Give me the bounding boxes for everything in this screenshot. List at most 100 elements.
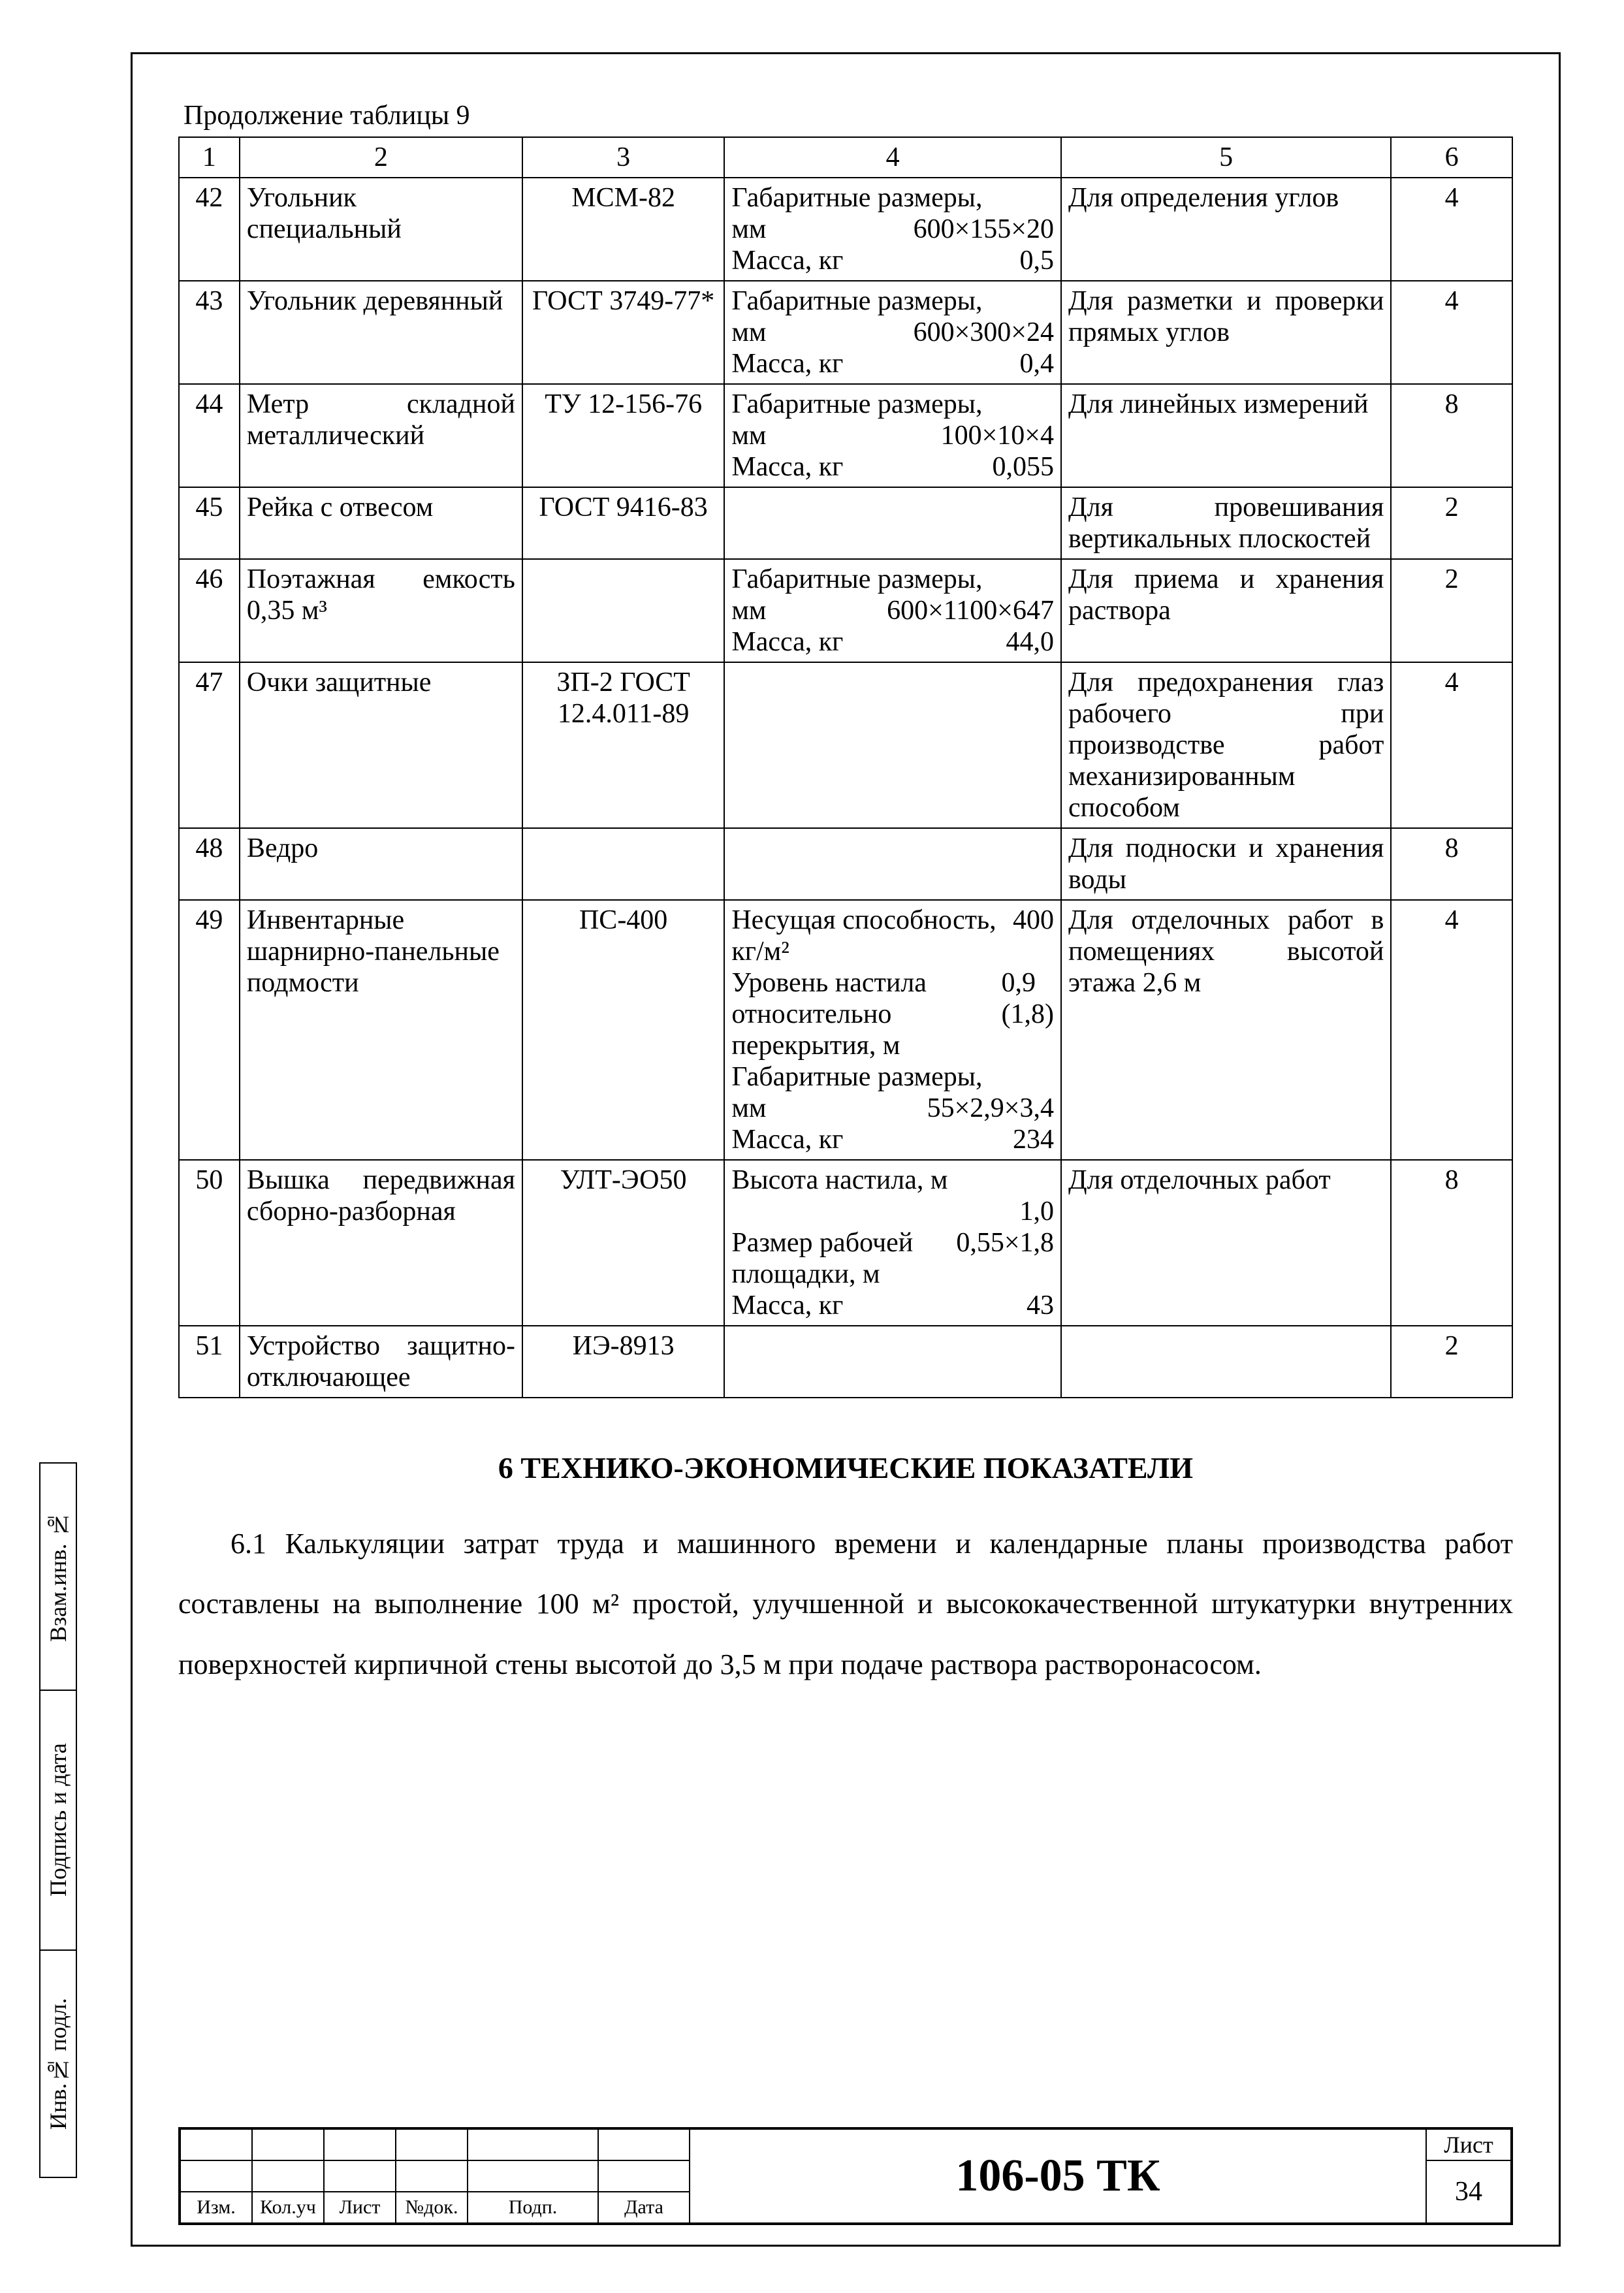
stamp-col-label: Кол.уч <box>252 2192 324 2223</box>
tool-name: Очки защитные <box>240 662 522 828</box>
tool-purpose: Для провешивания вертикальных плоскостей <box>1061 487 1391 559</box>
tool-code: ТУ 12-156-76 <box>522 384 724 487</box>
outer-frame: Продолжение таблицы 9 1 2 3 4 5 6 42Угол… <box>131 52 1561 2247</box>
stamp-cell <box>598 2160 690 2192</box>
side-labels: Взам.инв. № Подпись и дата Инв.№ подл. <box>39 1464 124 2247</box>
stamp-cell <box>396 2160 468 2192</box>
tool-spec: Высота настила, м1,0Размер рабочей площа… <box>724 1160 1061 1326</box>
table-row: 49Инвентарные шарнирно-панельные подмост… <box>179 900 1512 1160</box>
tool-purpose: Для отделочных работ в помещениях высото… <box>1061 900 1391 1160</box>
tool-code: МСМ-82 <box>522 178 724 281</box>
tool-name: Ведро <box>240 828 522 900</box>
tool-code: ГОСТ 3749-77* <box>522 281 724 384</box>
stamp-cell <box>252 2129 324 2160</box>
tool-purpose: Для приема и хранения раствора <box>1061 559 1391 662</box>
col-header: 6 <box>1391 137 1512 178</box>
tool-spec: Габаритные размеры,мм600×155×20Масса, кг… <box>724 178 1061 281</box>
page: Взам.инв. № Подпись и дата Инв.№ подл. П… <box>0 0 1624 2293</box>
tool-name: Угольник деревянный <box>240 281 522 384</box>
tool-qty: 2 <box>1391 559 1512 662</box>
col-header: 2 <box>240 137 522 178</box>
col-header: 3 <box>522 137 724 178</box>
col-header: 1 <box>179 137 240 178</box>
side-cell-podpis: Подпись и дата <box>39 1690 77 1951</box>
stamp-col-label: Дата <box>598 2192 690 2223</box>
stamp-col-label: Изм. <box>180 2192 252 2223</box>
stamp-cell <box>252 2160 324 2192</box>
table-row: 43Угольник деревянныйГОСТ 3749-77*Габари… <box>179 281 1512 384</box>
body-text: 6.1 Калькуляции затрат труда и машинного… <box>178 1514 1513 1695</box>
tool-spec <box>724 662 1061 828</box>
row-number: 43 <box>179 281 240 384</box>
tool-qty: 4 <box>1391 178 1512 281</box>
row-number: 44 <box>179 384 240 487</box>
side-cell-inv: Инв.№ подл. <box>39 1949 77 2178</box>
col-header: 4 <box>724 137 1061 178</box>
tool-name: Вышка передвижная сборно-разборная <box>240 1160 522 1326</box>
tool-qty: 4 <box>1391 662 1512 828</box>
row-number: 42 <box>179 178 240 281</box>
tool-spec: Несущая способность, кг/м²400Уровень нас… <box>724 900 1061 1160</box>
title-block: 106-05 ТК Лист 34 Изм. Кол.уч Лист №до <box>178 2127 1513 2225</box>
tool-purpose <box>1061 1326 1391 1398</box>
sheet-no: 34 <box>1426 2160 1511 2223</box>
row-number: 51 <box>179 1326 240 1398</box>
tool-code: ИЭ-8913 <box>522 1326 724 1398</box>
tool-code <box>522 828 724 900</box>
row-number: 50 <box>179 1160 240 1326</box>
stamp-cell <box>324 2129 396 2160</box>
tool-purpose: Для разметки и проверки прямых углов <box>1061 281 1391 384</box>
tool-name: Метр складной металлический <box>240 384 522 487</box>
row-number: 49 <box>179 900 240 1160</box>
row-number: 45 <box>179 487 240 559</box>
table-row: 50Вышка передвижная сборно-разборнаяУЛТ-… <box>179 1160 1512 1326</box>
stamp-cell <box>396 2129 468 2160</box>
stamp-cell <box>180 2160 252 2192</box>
tool-qty: 4 <box>1391 281 1512 384</box>
tool-qty: 4 <box>1391 900 1512 1160</box>
tool-name: Рейка с отвесом <box>240 487 522 559</box>
tool-name: Поэтажная емкость 0,35 м³ <box>240 559 522 662</box>
sheet-label: Лист <box>1426 2129 1511 2160</box>
tool-qty: 8 <box>1391 384 1512 487</box>
stamp-col-label: Лист <box>324 2192 396 2223</box>
tool-code: ЗП-2 ГОСТ 12.4.011-89 <box>522 662 724 828</box>
col-header: 5 <box>1061 137 1391 178</box>
tool-name: Инвентарные шарнирно-панельные подмости <box>240 900 522 1160</box>
stamp-cell <box>468 2160 598 2192</box>
row-number: 48 <box>179 828 240 900</box>
table-body: 42Угольник специальныйМСМ-82Габаритные р… <box>179 178 1512 1398</box>
table-row: 46Поэтажная емкость 0,35 м³ Габаритные ра… <box>179 559 1512 662</box>
table-row: 47Очки защитныеЗП-2 ГОСТ 12.4.011-89Для … <box>179 662 1512 828</box>
tool-code <box>522 559 724 662</box>
tool-table: 1 2 3 4 5 6 42Угольник специальныйМСМ-82… <box>178 136 1513 1398</box>
tool-purpose: Для отделочных работ <box>1061 1160 1391 1326</box>
side-cell-vzam: Взам.инв. № <box>39 1462 77 1691</box>
tool-purpose: Для подноски и хранения воды <box>1061 828 1391 900</box>
table-row: 42Угольник специальныйМСМ-82Габаритные р… <box>179 178 1512 281</box>
tool-spec <box>724 828 1061 900</box>
tool-spec: Габаритные размеры,мм100×10×4Масса, кг0,… <box>724 384 1061 487</box>
stamp-col-label: №док. <box>396 2192 468 2223</box>
row-number: 47 <box>179 662 240 828</box>
tool-qty: 2 <box>1391 487 1512 559</box>
stamp-col-label: Подп. <box>468 2192 598 2223</box>
row-number: 46 <box>179 559 240 662</box>
tool-spec <box>724 1326 1061 1398</box>
table-row: 44Метр складной металлическийТУ 12-156-7… <box>179 384 1512 487</box>
tool-code: ПС-400 <box>522 900 724 1160</box>
doc-code: 106-05 ТК <box>690 2129 1426 2223</box>
tool-qty: 8 <box>1391 828 1512 900</box>
stamp-cell <box>180 2129 252 2160</box>
tool-qty: 2 <box>1391 1326 1512 1398</box>
tool-spec: Габаритные размеры,мм600×300×24Масса, кг… <box>724 281 1061 384</box>
table-header-row: 1 2 3 4 5 6 <box>179 137 1512 178</box>
tool-name: Устройство защитно-отключающее <box>240 1326 522 1398</box>
stamp-cell <box>468 2129 598 2160</box>
tool-spec: Габаритные размеры,мм600×1100×647Масса, … <box>724 559 1061 662</box>
tool-name: Угольник специальный <box>240 178 522 281</box>
tool-code: УЛТ-ЭО50 <box>522 1160 724 1326</box>
stamp-cell <box>598 2129 690 2160</box>
table-row: 51Устройство защитно-отключающееИЭ-8913 2 <box>179 1326 1512 1398</box>
table-row: 48Ведро Для подноски и хранения воды8 <box>179 828 1512 900</box>
